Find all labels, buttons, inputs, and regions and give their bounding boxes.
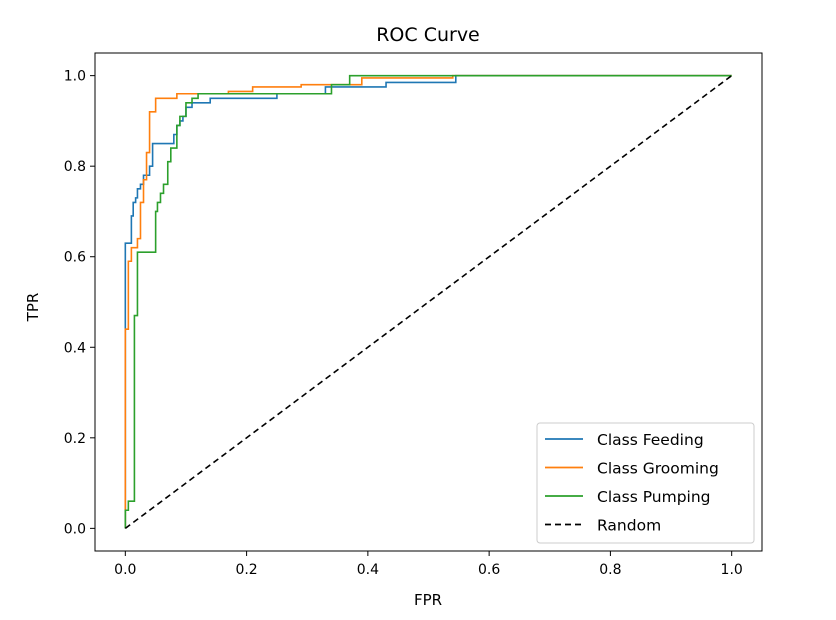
legend: Class Feeding Class Grooming Class Pumping… xyxy=(536,422,755,544)
x-tick-label: 1.0 xyxy=(721,562,743,578)
y-tick-label: 0.4 xyxy=(64,340,86,356)
ticks-layer: 0.0 0.2 0.4 0.6 0.8 1.0 0.0 0.2 0.4 0.6 0.8 1.0 xyxy=(64,69,743,578)
x-tick-label: 0.6 xyxy=(478,562,500,578)
series-line-class-grooming xyxy=(124,74,732,529)
x-tick-label: 0.0 xyxy=(114,562,136,578)
x-tick-label: 0.4 xyxy=(357,562,379,578)
legend-label: Class Pumping xyxy=(597,488,711,506)
series-line-class-pumping xyxy=(124,74,732,529)
x-tick-label: 0.2 xyxy=(235,562,257,578)
series-layer xyxy=(124,74,733,530)
y-tick-label: 0.2 xyxy=(64,431,86,447)
x-axis-label: FPR xyxy=(414,591,442,609)
y-axis-label: TPR xyxy=(24,293,42,323)
legend-box xyxy=(536,422,755,544)
legend-label: Class Grooming xyxy=(597,460,719,478)
plot-area-frame xyxy=(94,52,763,552)
x-tick-label: 0.8 xyxy=(599,562,621,578)
y-tick-label: 0.8 xyxy=(64,159,86,175)
legend-label: Class Feeding xyxy=(597,431,704,449)
y-tick-label: 0.6 xyxy=(64,250,86,266)
chart-title: ROC Curve xyxy=(376,24,480,46)
legend-label: Random xyxy=(597,517,661,535)
y-tick-label: 1.0 xyxy=(64,69,86,85)
series-line-random xyxy=(124,74,733,530)
y-tick-label: 0.0 xyxy=(64,521,86,537)
